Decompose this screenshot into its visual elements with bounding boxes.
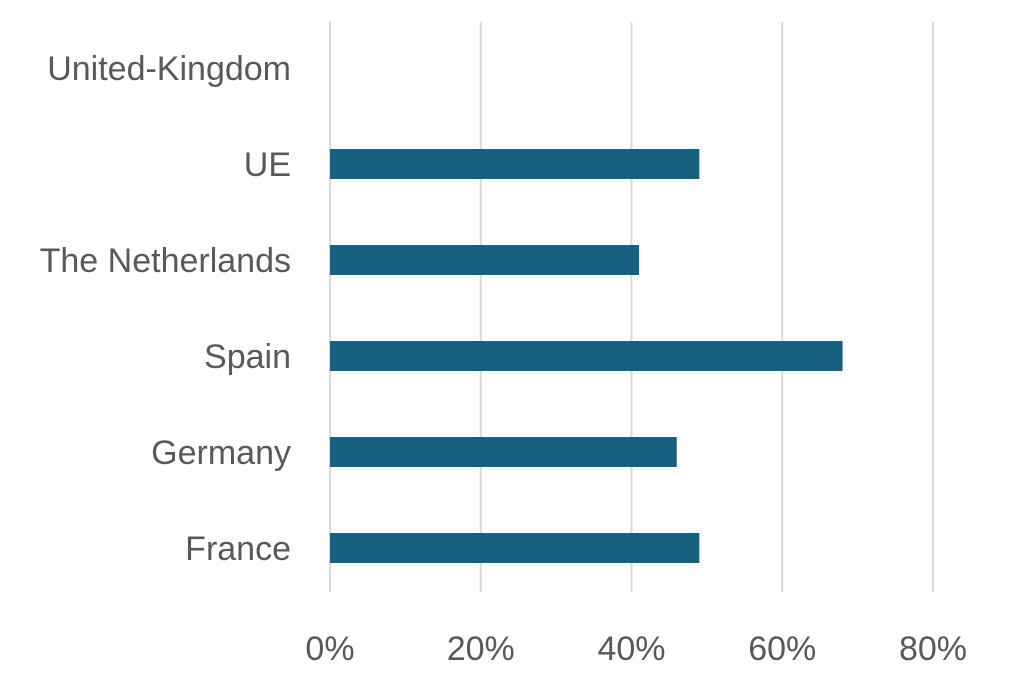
x-tick-label: 80%	[899, 630, 967, 668]
bar-germany	[330, 437, 677, 467]
gridlines	[329, 22, 934, 592]
category-label: Spain	[204, 338, 291, 376]
category-label: UE	[244, 146, 291, 184]
category-label: The Netherlands	[40, 242, 291, 280]
x-tick-label: 40%	[597, 630, 665, 668]
category-label: France	[185, 530, 291, 568]
bar-the-netherlands	[330, 245, 640, 275]
category-label: United-Kingdom	[47, 50, 291, 88]
bar-france	[330, 533, 700, 563]
bar-ue	[330, 149, 700, 179]
x-tick-label: 60%	[748, 630, 816, 668]
category-labels: United-Kingdom UE The Netherlands Spain Germ…	[40, 50, 291, 568]
x-tick-label: 20%	[447, 630, 515, 668]
x-tick-label: 0%	[305, 630, 354, 668]
bar-spain	[330, 341, 843, 371]
category-label: Germany	[151, 434, 291, 472]
bars	[330, 149, 843, 563]
x-axis-tick-labels: 0% 20% 40% 60% 80%	[305, 630, 967, 668]
